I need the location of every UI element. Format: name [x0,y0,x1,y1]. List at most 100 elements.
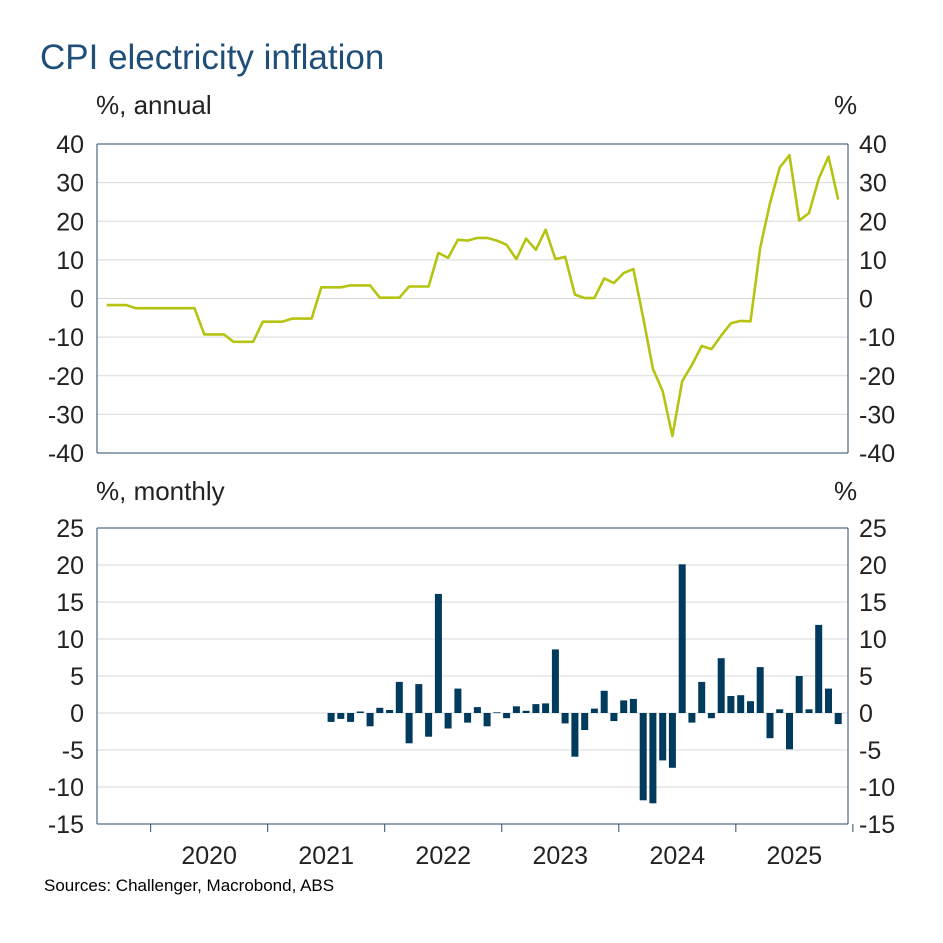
monthly-bar [727,696,735,713]
monthly-bar [493,712,501,714]
monthly-ytick-left: 10 [56,626,84,654]
monthly-ytick-left: -10 [48,774,84,802]
annual-ytick-right: 0 [859,286,873,314]
monthly-bar [678,564,686,713]
x-tick-label: 2025 [767,842,823,870]
monthly-ytick-right: -15 [859,811,895,839]
monthly-ytick-right: 20 [859,552,887,580]
monthly-unit-left: %, monthly [96,476,225,506]
monthly-bar [571,713,579,757]
annual-ytick-right: -30 [859,401,895,429]
monthly-bar [629,698,637,713]
monthly-bar [395,681,403,713]
x-tick-label: 2020 [181,842,237,870]
monthly-bar [542,703,550,713]
monthly-ytick-right: 5 [859,663,873,691]
monthly-bar [425,713,433,737]
monthly-unit-right: % [834,476,858,506]
monthly-ytick-right: -10 [859,774,895,802]
annual-ytick-right: 20 [859,208,887,236]
monthly-ytick-left: -5 [62,737,84,765]
annual-ytick-right: 40 [859,131,887,159]
monthly-bar [747,701,754,713]
monthly-bar [434,593,442,713]
monthly-bar [610,713,618,722]
monthly-ytick-left: 25 [56,515,84,543]
monthly-bar [795,676,803,713]
monthly-bar [737,695,745,713]
monthly-bar [561,713,569,724]
monthly-bar [620,700,628,713]
monthly-bar [600,690,608,713]
monthly-ytick-right: -5 [859,737,881,765]
annual-ytick-left: 30 [56,170,84,198]
monthly-bar [659,713,667,761]
annual-ytick-left: 20 [56,208,84,236]
monthly-bar [386,710,394,713]
annual-series-line [106,153,840,438]
monthly-ytick-right: 0 [859,700,873,728]
x-tick-label: 2024 [650,842,706,870]
annual-ytick-left: 0 [70,286,84,314]
chart-title: CPI electricity inflation [40,38,385,77]
annual-unit-right: % [834,90,858,120]
monthly-bar [522,710,530,713]
monthly-bar [327,713,335,722]
monthly-bar [688,713,696,723]
annual-ytick-left: -20 [48,363,84,391]
monthly-ytick-right: 15 [859,589,887,617]
x-tick-label: 2022 [415,842,471,870]
x-tick-label: 2023 [532,842,588,870]
monthly-bar [776,709,784,713]
monthly-bar [786,713,793,750]
annual-ytick-right: 10 [859,247,887,275]
annual-ytick-left: 10 [56,247,84,275]
monthly-bar [581,713,589,730]
monthly-ytick-left: 5 [70,663,84,691]
monthly-bar [717,658,725,713]
monthly-bar [756,667,764,713]
annual-ytick-left: -10 [48,324,84,352]
monthly-bar [639,713,647,801]
annual-ytick-left: -30 [48,401,84,429]
monthly-bar [415,684,423,713]
annual-ytick-left: 40 [56,131,84,159]
monthly-bar [825,688,832,713]
monthly-bar [405,713,413,744]
monthly-bar [805,709,813,713]
monthly-bar [551,649,559,713]
monthly-bar [668,713,676,768]
monthly-bar [454,688,462,713]
monthly-bar [473,707,481,713]
monthly-bar [503,713,511,719]
monthly-ytick-left: -15 [48,811,84,839]
annual-ytick-right: 30 [859,170,887,198]
monthly-bar [698,681,706,713]
monthly-bar [512,706,520,713]
monthly-bar [707,713,715,719]
monthly-bar [590,708,598,713]
monthly-bar [766,713,774,739]
monthly-ytick-right: 25 [859,515,887,543]
annual-ytick-left: -40 [48,440,84,468]
annual-ytick-right: -20 [859,363,895,391]
monthly-bar [444,713,452,729]
annual-unit-left: %, annual [96,90,212,120]
monthly-bar [532,704,540,713]
monthly-bar [366,713,374,727]
monthly-bar [376,707,384,713]
monthly-bar [347,713,355,722]
source-note: Sources: Challenger, Macrobond, ABS [44,876,335,895]
monthly-bar [649,713,657,804]
monthly-ytick-left: 20 [56,552,84,580]
monthly-bar [464,713,472,723]
monthly-ytick-right: 10 [859,626,887,654]
monthly-bar [337,713,345,719]
monthly-ytick-left: 0 [70,700,84,728]
monthly-bar [834,713,842,725]
annual-ytick-right: -40 [859,440,895,468]
monthly-bar [356,711,364,713]
monthly-ytick-left: 15 [56,589,84,617]
annual-ytick-right: -10 [859,324,895,352]
